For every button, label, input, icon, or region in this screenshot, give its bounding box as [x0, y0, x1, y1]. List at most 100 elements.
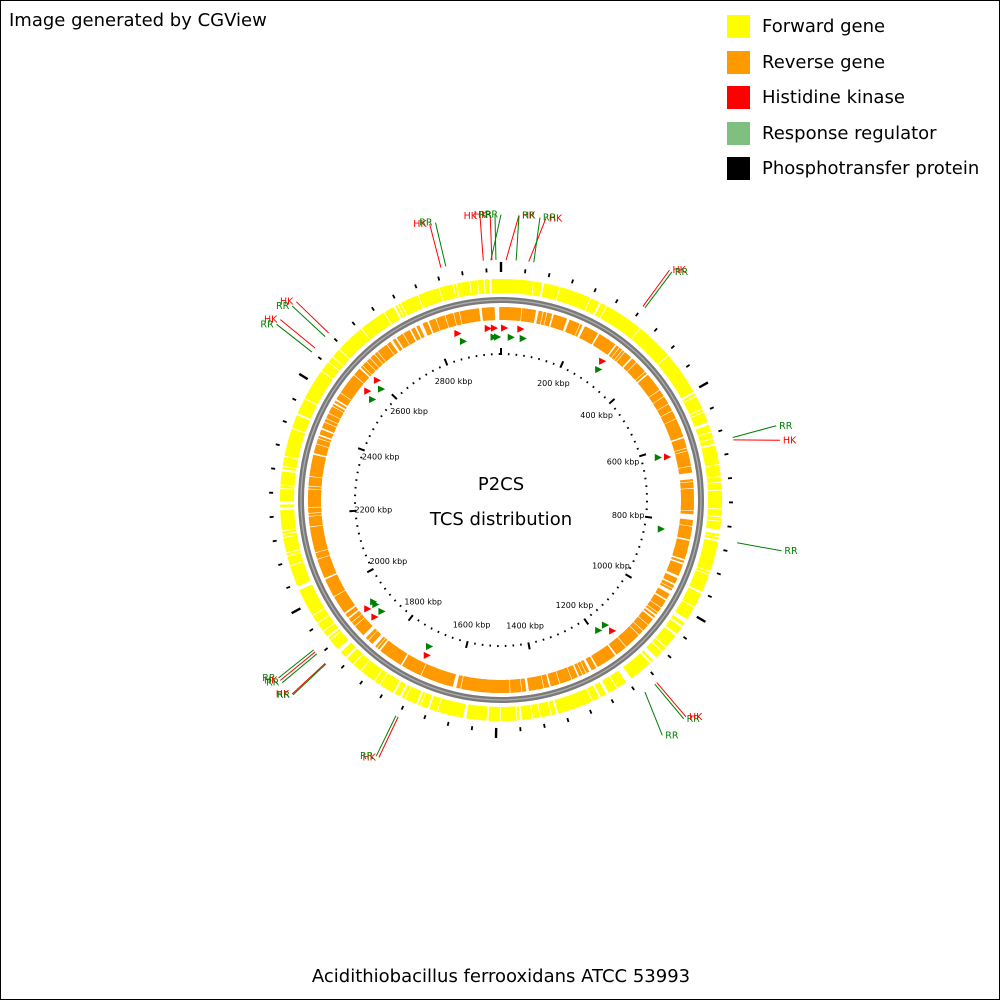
reverse-gene-mark — [458, 675, 464, 689]
forward-gene-mark — [706, 471, 721, 476]
histidine-kinase-label: HK — [464, 211, 478, 222]
forward-gene-mark — [587, 687, 596, 701]
reverse-gene-mark — [582, 327, 591, 341]
callout-leader — [295, 301, 329, 334]
response-regulator-label: RR — [260, 319, 274, 330]
forward-gene-mark — [283, 456, 298, 462]
reverse-gene-mark — [677, 463, 691, 469]
histidine-kinase-marker — [599, 357, 607, 365]
reverse-gene-mark — [310, 466, 324, 471]
reverse-gene-mark — [638, 614, 650, 625]
reverse-gene-mark — [377, 638, 388, 650]
reverse-gene-mark — [541, 311, 547, 326]
forward-gene-mark — [551, 285, 558, 300]
forward-gene-mark — [707, 517, 722, 521]
response-regulator-label: RR — [262, 673, 276, 684]
reverse-gene-mark — [393, 338, 403, 351]
forward-gene-mark — [396, 682, 406, 696]
scale-tick — [527, 642, 531, 650]
reverse-gene-mark — [679, 522, 693, 527]
reverse-gene-mark — [645, 605, 658, 615]
outer-tick — [323, 647, 329, 652]
reverse-gene-mark — [327, 578, 340, 587]
scale-tick — [451, 636, 454, 639]
reverse-gene-mark — [470, 309, 475, 323]
reverse-gene-mark — [433, 668, 441, 682]
response-regulator-marker — [595, 365, 603, 374]
scale-tick — [592, 385, 595, 389]
reverse-gene-mark — [400, 333, 410, 347]
scale-label: 200 kbp — [537, 379, 570, 388]
scale-tick — [638, 545, 641, 548]
reverse-gene-mark — [655, 401, 669, 411]
scale-tick — [465, 640, 469, 649]
reverse-gene-mark — [468, 677, 473, 691]
reverse-gene-mark — [656, 588, 670, 597]
outer-tick — [446, 721, 450, 726]
scale-tick — [418, 377, 421, 380]
forward-gene-mark — [665, 623, 679, 634]
histidine-kinase-marker — [454, 329, 462, 338]
reverse-gene-mark — [472, 678, 477, 692]
scale-tick — [407, 614, 414, 622]
reverse-gene-mark — [460, 676, 466, 690]
response-regulator-label: RR — [779, 421, 793, 432]
forward-gene-mark — [666, 621, 680, 633]
reverse-gene-mark — [308, 489, 322, 493]
scale-tick — [633, 440, 637, 443]
forward-gene-mark — [612, 672, 623, 686]
forward-gene-mark — [635, 332, 647, 345]
forward-gene-mark — [292, 567, 307, 575]
response-regulator-label: RR — [675, 267, 689, 278]
scale-tick — [570, 626, 573, 629]
scale-label: 400 kbp — [580, 411, 613, 420]
histidine-kinase-label: HK — [363, 753, 377, 764]
callout-leader — [656, 682, 687, 718]
scale-tick — [632, 560, 635, 563]
forward-gene-mark — [432, 289, 439, 304]
reverse-gene-mark — [633, 369, 645, 380]
forward-gene-mark — [669, 371, 683, 382]
reverse-gene-mark — [591, 654, 600, 668]
forward-gene-mark — [303, 398, 317, 408]
forward-gene-mark — [347, 648, 359, 661]
forward-gene-mark — [516, 706, 520, 721]
forward-gene-mark — [286, 549, 301, 556]
response-regulator-marker — [654, 453, 662, 462]
forward-gene-mark — [466, 281, 472, 296]
reverse-gene-mark — [309, 471, 323, 476]
scale-label: 2600 kbp — [390, 407, 428, 416]
histidine-kinase-label: HK — [264, 675, 278, 686]
response-regulator-marker — [372, 600, 380, 609]
reverse-gene-mark — [614, 350, 625, 362]
reverse-gene-mark — [609, 346, 620, 358]
reverse-gene-mark — [327, 413, 341, 422]
forward-gene-mark — [311, 605, 325, 616]
scale-tick — [375, 574, 378, 578]
reverse-gene-mark — [547, 673, 554, 687]
reverse-gene-mark — [570, 322, 579, 335]
forward-gene-mark — [702, 543, 718, 549]
forward-gene-mark — [356, 331, 368, 344]
forward-gene-mark — [644, 341, 657, 353]
forward-gene-mark — [679, 602, 693, 612]
reverse-gene-mark — [317, 438, 331, 445]
forward-gene-mark — [301, 402, 316, 412]
scale-tick — [384, 408, 388, 412]
forward-gene-mark — [328, 359, 342, 371]
reverse-gene-mark — [675, 451, 689, 457]
forward-gene-mark — [564, 289, 572, 304]
reverse-gene-mark — [551, 314, 557, 328]
scale-tick — [613, 407, 617, 411]
forward-gene-mark — [594, 683, 604, 698]
forward-gene-mark — [299, 405, 314, 415]
scale-tick — [549, 636, 552, 639]
scale-label: 800 kbp — [612, 511, 645, 520]
forward-gene-mark — [652, 639, 664, 652]
reverse-gene-mark — [346, 607, 359, 618]
scale-label: 2200 kbp — [354, 505, 392, 514]
reverse-gene-mark — [646, 386, 659, 396]
forward-gene-mark — [671, 615, 685, 626]
reverse-gene-mark — [635, 371, 647, 383]
